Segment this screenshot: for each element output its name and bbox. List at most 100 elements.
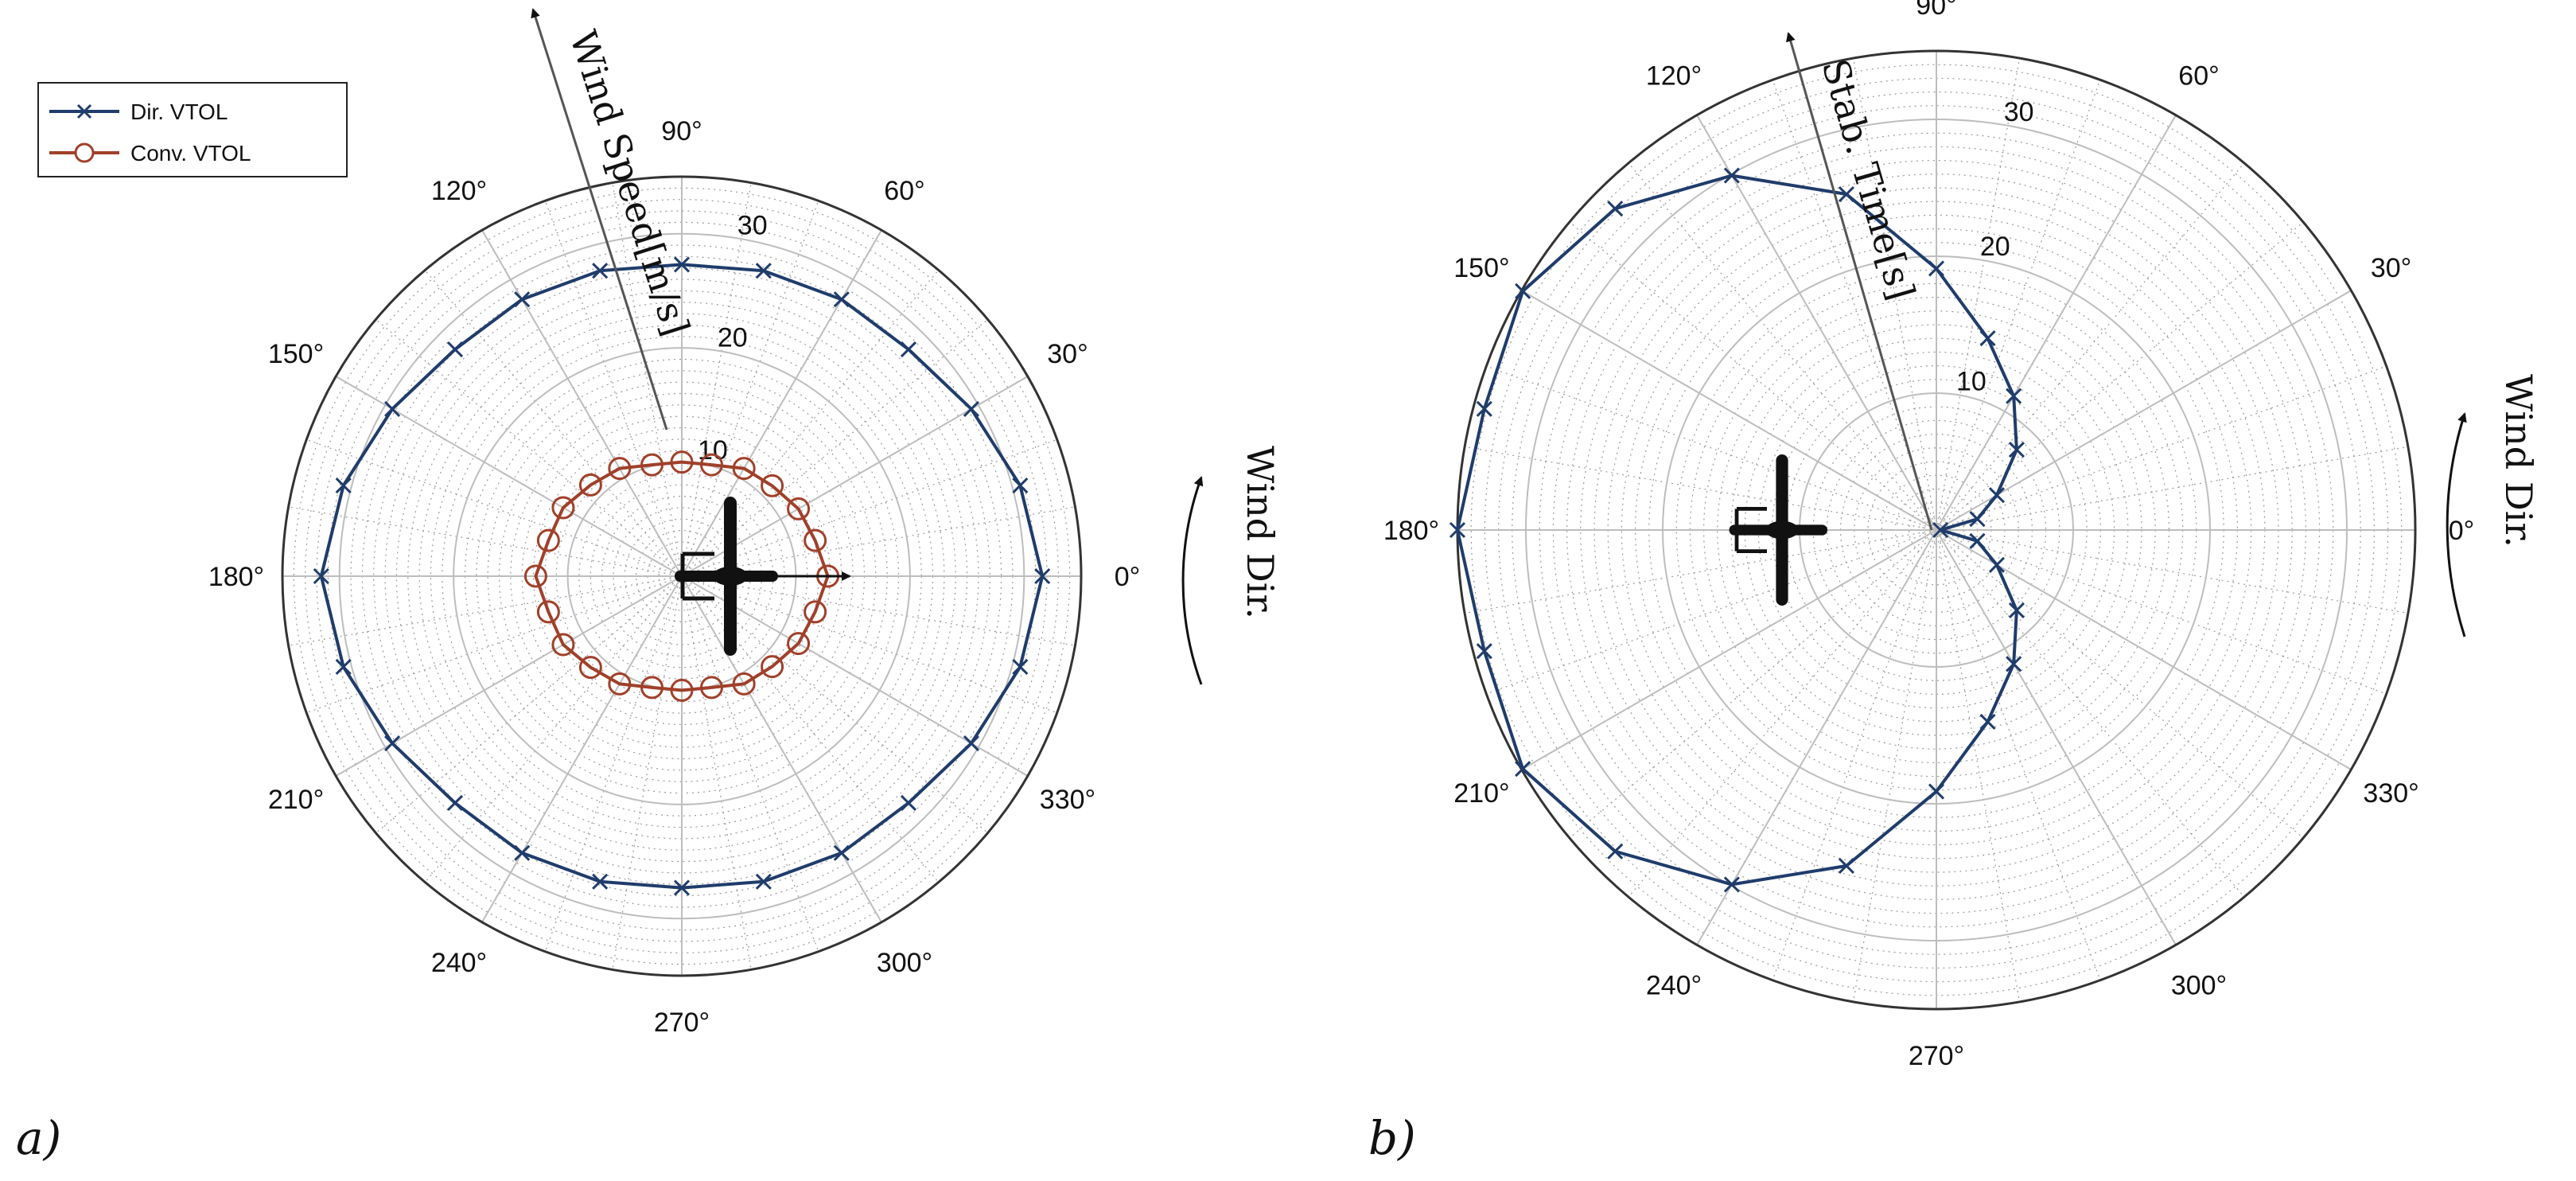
minor-spoke: [1936, 529, 2408, 614]
minor-spoke: [1852, 529, 1937, 1002]
data-point: [335, 477, 352, 494]
radial-tick-label: 10: [1956, 367, 1986, 397]
angle-tick-label: 60°: [2178, 60, 2219, 91]
minor-spoke: [1936, 58, 2021, 531]
wind-direction-indicator-a: Wind Dir.: [1181, 446, 1282, 685]
data-point: [900, 794, 917, 812]
wind-direction-arrow-b: [2446, 412, 2467, 637]
series-layer-b: [1449, 167, 2025, 893]
major-spoke: [335, 376, 683, 577]
angle-tick-label: 30°: [1047, 339, 1088, 369]
series-line: [534, 460, 830, 692]
wind-direction-indicator-b: Wind Dir.: [2446, 374, 2540, 637]
panel-label-a: a): [16, 1111, 61, 1165]
major-spoke: [481, 229, 683, 577]
data-point: [1607, 843, 1624, 859]
minor-spoke: [1465, 529, 1937, 614]
data-point: [335, 658, 352, 676]
data-point: [1969, 532, 1986, 549]
data-point: [732, 457, 756, 481]
polar-chart-b: 0° 30° 60° 90° 120° 150° 180° 210° 240° 270° 300° 3…: [1368, 0, 2540, 1165]
major-spoke: [1521, 529, 1937, 770]
data-point: [592, 263, 609, 279]
data-point: [514, 844, 531, 861]
minor-spoke: [544, 575, 683, 952]
data-point: [787, 497, 811, 520]
data-point: [833, 291, 850, 308]
minor-spoke: [1936, 80, 2101, 531]
data-point: [804, 600, 827, 624]
data-point: [1476, 643, 1492, 660]
major-spoke: [681, 229, 882, 577]
data-point: [1515, 761, 1531, 778]
aircraft-body: [1765, 520, 1799, 540]
minor-spoke: [1486, 529, 1937, 695]
minor-spoke: [1936, 529, 2101, 980]
data-point: [1607, 201, 1624, 217]
data-point: [1476, 400, 1492, 417]
angle-tick-label: 60°: [884, 176, 924, 206]
aircraft-icon: [1729, 454, 1827, 606]
legend-marker-dir-vtol: [76, 103, 92, 119]
data-point: [963, 735, 980, 752]
data-point: [1979, 713, 1996, 730]
radial-axis-title-a: Wind Speed[m/s]: [562, 25, 698, 341]
data-point: [699, 676, 723, 700]
data-point: [1979, 330, 1996, 347]
minor-spoke: [1569, 529, 1937, 839]
data-point: [699, 453, 723, 477]
data-point: [833, 844, 850, 861]
data-point: [1838, 185, 1854, 203]
angle-tick-label: 180°: [208, 562, 264, 592]
radial-tick-label: 30: [737, 210, 768, 240]
data-point: [1932, 521, 1949, 539]
minor-spoke: [1465, 446, 1937, 531]
minor-spoke: [1936, 529, 2021, 1002]
minor-spoke: [1936, 529, 2245, 898]
angle-tick-label: 180°: [1383, 516, 1439, 546]
data-point: [2006, 388, 2022, 404]
major-spoke: [1696, 115, 1937, 531]
data-point: [804, 528, 827, 552]
angle-tick-label: 90°: [1916, 0, 1956, 21]
radial-tick-label: 20: [718, 323, 748, 353]
outer-ring: [281, 175, 1083, 977]
minor-spoke: [1936, 162, 2245, 531]
data-point: [673, 879, 691, 896]
minor-spoke: [1569, 221, 1937, 531]
data-point: [1723, 876, 1740, 893]
major-spoke: [1696, 529, 1937, 945]
data-point: [1515, 283, 1531, 299]
data-point: [670, 678, 694, 702]
data-point: [1928, 783, 1945, 800]
wind-direction-arrow-a: [1181, 476, 1204, 685]
radial-tick-label: 20: [1980, 232, 2010, 262]
data-point: [551, 496, 575, 520]
major-spoke: [481, 575, 683, 923]
major-spoke: [1936, 290, 2352, 531]
radial-axis-a: Wind Speed[m/s]: [531, 8, 698, 431]
angle-tick-label: 90°: [661, 116, 702, 146]
major-spoke: [1521, 290, 1937, 531]
angle-tick-label: 270°: [1909, 1041, 1964, 1071]
legend-label-dir-vtol: Dir. VTOL: [130, 99, 228, 124]
major-spoke: [335, 575, 683, 777]
minor-spoke: [376, 318, 683, 577]
minor-spoke: [1936, 529, 2304, 839]
data-point: [1988, 487, 2006, 504]
legend-marker-conv-vtol: [74, 142, 95, 163]
data-point: [383, 735, 401, 752]
major-spoke: [1936, 115, 2177, 531]
data-point: [963, 400, 980, 417]
data-point: [1012, 477, 1029, 494]
data-point: [2008, 602, 2025, 619]
minor-spoke: [1772, 529, 1937, 980]
angle-tick-label: 240°: [431, 948, 487, 978]
data-point: [640, 676, 664, 700]
minor-spoke: [1936, 446, 2408, 531]
minor-spoke: [1852, 58, 1937, 531]
data-point: [1012, 658, 1029, 676]
minor-spoke: [1936, 365, 2387, 531]
radial-tick-label: 30: [2004, 97, 2034, 127]
